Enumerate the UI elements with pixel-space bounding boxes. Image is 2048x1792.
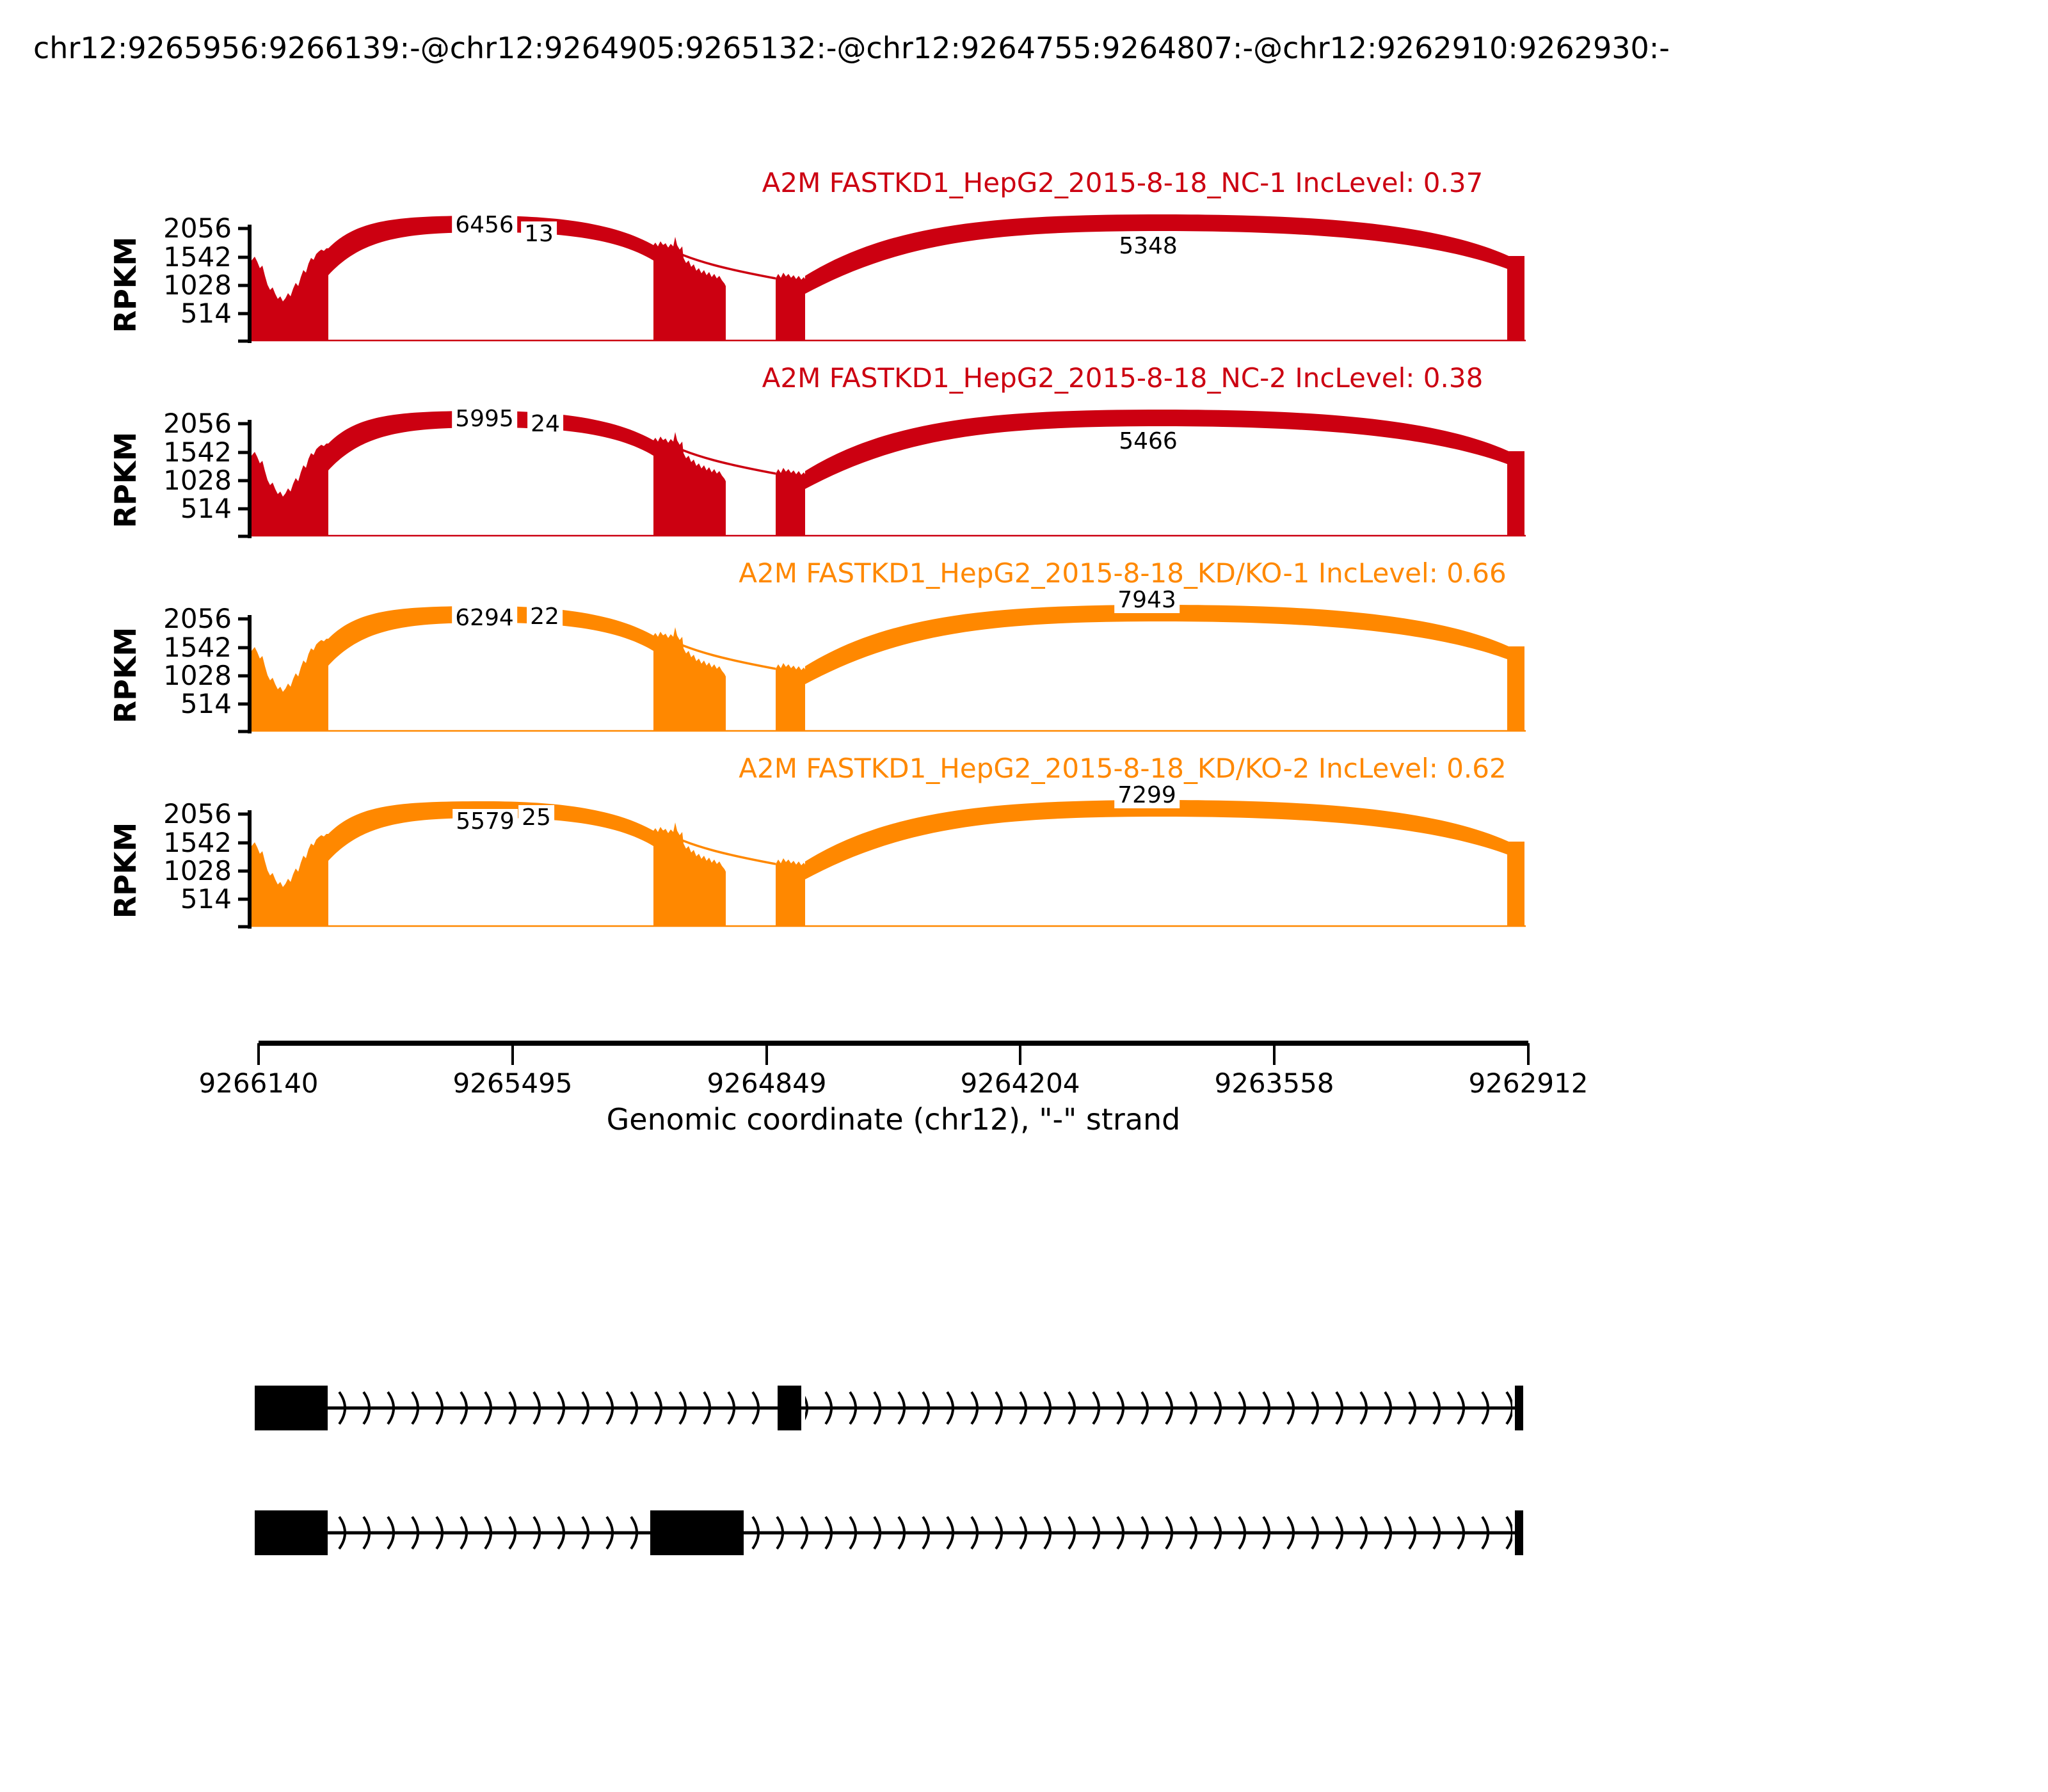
y-tick: 1028 [163,855,232,886]
coverage-track-kdko-2: A2M FASTKD1_HepG2_2015-8-18_KD/KO-2 IncL… [0,753,2048,941]
junction-count-mid: 24 [527,412,563,437]
y-tick: 1028 [163,660,232,691]
y-tick: 514 [180,298,232,329]
junction-count-right: 7299 [1114,783,1180,808]
intron-direction-arrows [332,1510,646,1555]
y-tick: 2056 [163,212,232,244]
y-tick: 514 [180,688,232,719]
intron-direction-arrows [748,1510,1512,1555]
y-tick: 2056 [163,603,232,634]
isoform-structure-diagram [255,1386,1523,1555]
y-tick: 1542 [163,632,232,663]
junction-count-left: 5995 [452,406,517,432]
junction-count-left: 5579 [452,809,518,835]
y-tick: 1028 [163,269,232,301]
y-tick: 1542 [163,827,232,858]
x-tick-label: 9265495 [452,1068,573,1099]
junction-count-right: 7943 [1114,588,1180,613]
x-tick-label: 9266140 [198,1068,319,1099]
y-tick: 1028 [163,465,232,496]
junction-count-left: 6456 [452,212,517,238]
y-tick: 514 [180,883,232,915]
x-axis-ticks [257,1043,1530,1065]
exon-box-downstream [1515,1510,1523,1555]
exon-box-alt-short [778,1386,801,1430]
coverage-track-nc-2: A2M FASTKD1_HepG2_2015-8-18_NC-2 IncLeve… [0,362,2048,550]
track-label: A2M FASTKD1_HepG2_2015-8-18_KD/KO-1 IncL… [739,557,1507,589]
junction-count-mid: 22 [527,604,563,630]
y-tick-labels: 2056 1542 1028 514 [115,384,232,550]
x-axis-title: Genomic coordinate (chr12), "-" strand [606,1102,1181,1137]
track-label: A2M FASTKD1_HepG2_2015-8-18_NC-2 IncLeve… [762,362,1484,394]
x-tick-label: 9264204 [960,1068,1080,1099]
x-tick-label: 9263558 [1214,1068,1334,1099]
y-tick: 514 [180,493,232,524]
y-tick: 2056 [163,408,232,439]
coverage-track-kdko-1: A2M FASTKD1_HepG2_2015-8-18_KD/KO-1 IncL… [0,557,2048,746]
y-tick: 2056 [163,798,232,829]
track-label: A2M FASTKD1_HepG2_2015-8-18_KD/KO-2 IncL… [739,753,1507,784]
exon-box-downstream [1515,1386,1523,1430]
junction-count-mid: 13 [521,221,557,247]
coverage-sashimi-drawing [236,189,1541,349]
exon-box-upstream [255,1510,328,1555]
coverage-sashimi-drawing [236,384,1541,544]
isoform-2 [255,1510,1523,1555]
isoform-1 [255,1386,1523,1430]
x-tick-label: 9264849 [707,1068,827,1099]
junction-count-left: 6294 [452,605,517,631]
intron-direction-arrows [332,1386,773,1430]
figure-title: chr12:9265956:9266139:-@chr12:9264905:92… [33,31,1670,65]
x-axis [257,1041,1530,1065]
coverage-sashimi-drawing [236,774,1541,934]
y-tick: 1542 [163,436,232,468]
exon-box-alt-long [650,1510,744,1555]
y-tick-labels: 2056 1542 1028 514 [115,774,232,941]
coverage-track-nc-1: A2M FASTKD1_HepG2_2015-8-18_NC-1 IncLeve… [0,167,2048,355]
intron-direction-arrows [805,1386,1512,1430]
exon-box-upstream [255,1386,328,1430]
coverage-sashimi-drawing [236,579,1541,739]
junction-count-right: 5348 [1116,234,1181,259]
y-tick: 1542 [163,241,232,273]
y-tick-labels: 2056 1542 1028 514 [115,189,232,355]
track-label: A2M FASTKD1_HepG2_2015-8-18_NC-1 IncLeve… [762,167,1484,198]
x-tick-label: 9262912 [1468,1068,1588,1099]
junction-count-right: 5466 [1116,429,1181,454]
y-tick-labels: 2056 1542 1028 514 [115,579,232,746]
junction-count-mid: 25 [518,805,554,831]
